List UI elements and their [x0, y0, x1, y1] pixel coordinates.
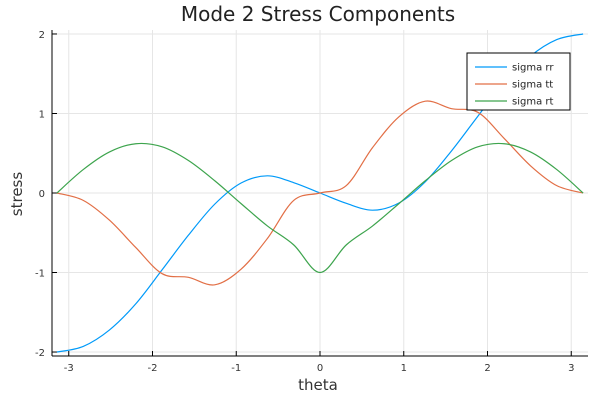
x-axis-label: theta [298, 376, 338, 394]
x-tick-label: -1 [231, 363, 241, 374]
legend-label: sigma tt [512, 80, 553, 91]
y-tick-label: -1 [35, 269, 45, 280]
axes [51, 30, 588, 357]
x-tick-label: -3 [64, 363, 74, 374]
tick-labels: -3 -2 -1 0 1 2 3 -2 -1 0 1 2 [35, 30, 574, 374]
y-tick-label: 0 [39, 189, 45, 200]
legend: sigma rr sigma tt sigma rt [466, 52, 571, 111]
y-tick-label: 2 [39, 30, 45, 41]
legend-label: sigma rr [512, 63, 554, 74]
x-tick-label: 0 [317, 363, 323, 374]
x-tick-label: -2 [148, 363, 158, 374]
series-line-sigma-rt [56, 142, 584, 274]
y-tick-label: -2 [35, 348, 45, 359]
legend-label: sigma rt [512, 97, 553, 108]
y-axis-label: stress [8, 172, 26, 217]
y-tick-label: 1 [39, 109, 45, 120]
x-tick-label: 2 [484, 363, 490, 374]
x-tick-label: 1 [401, 363, 407, 374]
series-line-sigma-tt [56, 100, 584, 286]
chart-title: Mode 2 Stress Components [181, 2, 455, 26]
x-tick-label: 3 [568, 363, 574, 374]
